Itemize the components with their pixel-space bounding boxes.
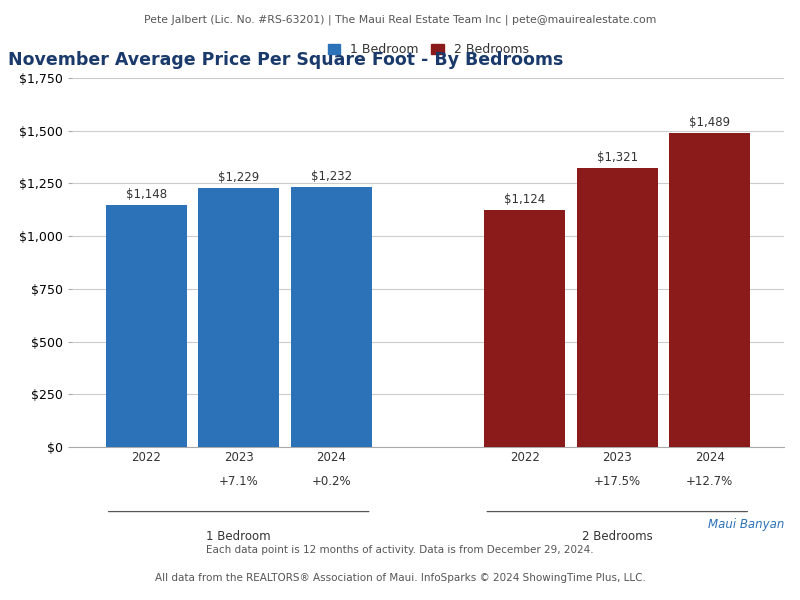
Text: +7.1%: +7.1%: [219, 475, 258, 488]
Text: +12.7%: +12.7%: [686, 475, 734, 488]
Text: 1 Bedroom: 1 Bedroom: [206, 530, 271, 543]
Bar: [106, 205, 187, 447]
Bar: [484, 210, 566, 447]
Bar: [290, 187, 372, 447]
Text: 2 Bedrooms: 2 Bedrooms: [582, 530, 653, 543]
Text: $1,321: $1,321: [597, 151, 638, 164]
Bar: [577, 169, 658, 447]
Text: $1,148: $1,148: [126, 188, 167, 201]
Text: Each data point is 12 months of activity. Data is from December 29, 2024.: Each data point is 12 months of activity…: [206, 545, 594, 555]
Text: November Average Price Per Square Foot - By Bedrooms: November Average Price Per Square Foot -…: [8, 51, 563, 69]
Text: +17.5%: +17.5%: [594, 475, 641, 488]
Text: Pete Jalbert (Lic. No. #RS-63201) | The Maui Real Estate Team Inc | pete@mauirea: Pete Jalbert (Lic. No. #RS-63201) | The …: [144, 14, 656, 25]
Text: Maui Banyan: Maui Banyan: [708, 518, 784, 531]
Text: $1,124: $1,124: [504, 193, 546, 206]
Text: $1,232: $1,232: [310, 170, 352, 183]
Text: $1,489: $1,489: [689, 116, 730, 129]
Text: +0.2%: +0.2%: [311, 475, 351, 488]
Bar: [669, 133, 750, 447]
Text: $1,229: $1,229: [218, 170, 259, 184]
Text: All data from the REALTORS® Association of Maui. InfoSparks © 2024 ShowingTime P: All data from the REALTORS® Association …: [154, 573, 646, 583]
Legend: 1 Bedroom, 2 Bedrooms: 1 Bedroom, 2 Bedrooms: [322, 38, 534, 61]
Bar: [198, 188, 279, 447]
